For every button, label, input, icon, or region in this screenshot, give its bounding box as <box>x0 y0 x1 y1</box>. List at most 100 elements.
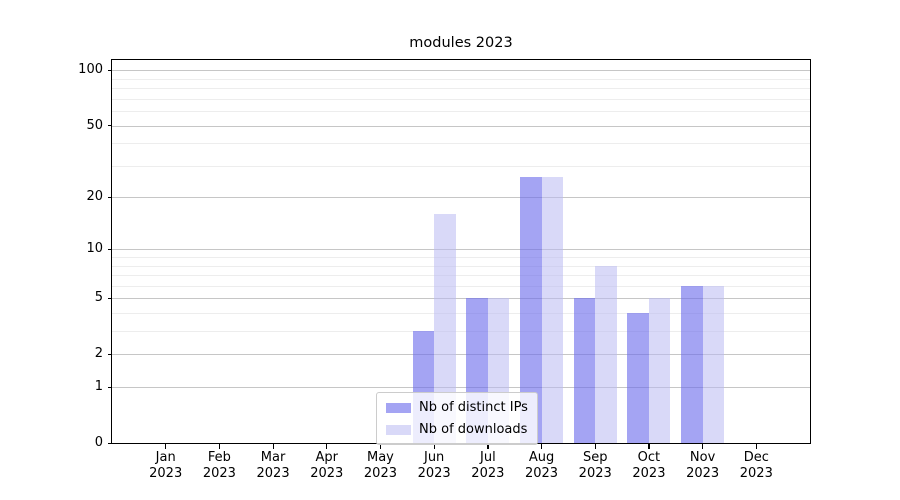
minor-gridline <box>112 275 810 277</box>
chart-title: modules 2023 <box>409 35 513 51</box>
minor-gridline <box>112 265 810 267</box>
x-tick-label-line: 2023 <box>739 466 773 481</box>
x-tick-label-line: Oct <box>637 450 661 465</box>
x-tick-label-line: Dec <box>743 450 769 465</box>
x-tick-label-line: 2023 <box>363 466 397 481</box>
x-tick-label: Sep 2023 <box>567 450 623 482</box>
bar-distinct-ips <box>573 298 596 443</box>
x-tick-label: Jun 2023 <box>406 450 462 482</box>
x-tick-label-line: Jan <box>155 450 176 465</box>
major-gridline <box>112 125 810 127</box>
bar-distinct-ips <box>627 313 649 443</box>
x-tick-label-line: Nov <box>689 450 716 465</box>
x-tick-mark <box>379 444 382 449</box>
major-gridline <box>112 249 810 251</box>
x-tick-label-line: Aug <box>528 450 555 465</box>
x-tick-label-line: 2023 <box>578 466 612 481</box>
y-tick-label: 2 <box>94 346 103 362</box>
plot-area: Nb of distinct IPs Nb of downloads <box>111 59 811 445</box>
x-tick-label: Dec 2023 <box>728 450 784 482</box>
x-tick-label: May 2023 <box>352 450 408 482</box>
y-tick-label: 5 <box>94 290 103 306</box>
x-tick-label: Mar 2023 <box>245 450 301 482</box>
minor-gridline <box>112 285 810 287</box>
minor-gridline <box>112 78 810 80</box>
x-tick-label-line: 2023 <box>256 466 290 481</box>
x-tick-label-line: 2023 <box>202 466 236 481</box>
y-tick-label: 1 <box>94 379 103 395</box>
x-tick-label: Jan 2023 <box>138 450 194 482</box>
x-tick-label-line: 2023 <box>149 466 183 481</box>
x-tick-mark <box>272 444 274 449</box>
x-tick-mark <box>433 444 435 449</box>
minor-gridline <box>112 88 810 90</box>
minor-gridline <box>112 331 810 333</box>
x-tick-mark <box>702 444 704 449</box>
y-tick-mark <box>107 125 112 127</box>
bar-distinct-ips <box>681 285 703 443</box>
y-tick-mark <box>107 69 112 72</box>
x-tick-mark <box>541 444 543 449</box>
legend-entry-downloads: Nb of downloads <box>386 420 528 439</box>
major-gridline <box>112 197 810 199</box>
y-tick-mark <box>107 442 112 444</box>
x-tick-label: Aug 2023 <box>514 450 570 482</box>
major-gridline <box>112 387 810 389</box>
bar-downloads <box>702 285 725 443</box>
bar-distinct-ips <box>520 176 542 443</box>
legend-label-downloads: Nb of downloads <box>419 422 528 437</box>
y-tick-label: 100 <box>78 62 103 78</box>
legend-swatch-distinct-ips <box>386 402 411 413</box>
x-tick-label: Jul 2023 <box>460 450 516 482</box>
x-tick-label: Feb 2023 <box>191 450 247 482</box>
y-tick-label: 20 <box>86 189 103 205</box>
x-tick-mark <box>755 444 757 449</box>
minor-gridline <box>112 313 810 315</box>
major-gridline <box>112 354 810 356</box>
bar-downloads <box>648 298 671 443</box>
x-tick-label-line: Sep <box>582 450 608 465</box>
minor-gridline <box>112 111 810 113</box>
x-tick-label-line: May <box>367 450 394 465</box>
x-tick-label: Apr 2023 <box>299 450 355 482</box>
x-tick-label-line: Jul <box>480 450 496 465</box>
major-gridline <box>112 298 810 300</box>
y-tick-mark <box>107 297 112 300</box>
x-tick-label: Nov 2023 <box>675 450 731 482</box>
major-gridline <box>112 70 810 72</box>
y-tick-mark <box>107 248 112 251</box>
legend-label-distinct-ips: Nb of distinct IPs <box>419 400 528 415</box>
y-tick-label: 10 <box>86 241 103 257</box>
x-tick-label-line: Feb <box>207 450 231 465</box>
x-tick-mark <box>594 444 596 449</box>
x-tick-label-line: 2023 <box>524 466 559 481</box>
minor-gridline <box>112 257 810 259</box>
x-tick-mark <box>218 444 221 449</box>
y-tick-label: 50 <box>86 117 103 133</box>
y-tick-mark <box>107 353 112 355</box>
minor-gridline <box>112 165 810 167</box>
bar-downloads <box>434 214 456 443</box>
x-tick-label-line: 2023 <box>471 466 505 481</box>
bar-downloads <box>595 265 617 443</box>
y-tick-mark <box>107 196 112 198</box>
minor-gridline <box>112 143 810 145</box>
x-tick-mark <box>648 444 650 449</box>
minor-gridline <box>112 98 810 100</box>
x-tick-label: Oct 2023 <box>621 450 677 482</box>
x-tick-label-line: 2023 <box>310 466 344 481</box>
bar-downloads <box>541 176 564 443</box>
y-tick-mark <box>107 386 112 388</box>
legend-swatch-downloads <box>386 424 411 435</box>
x-tick-mark <box>487 444 489 449</box>
x-tick-mark <box>326 444 328 449</box>
x-tick-label-line: Mar <box>260 450 286 465</box>
legend: Nb of distinct IPs Nb of downloads <box>376 392 538 445</box>
x-tick-label-line: Apr <box>315 450 339 465</box>
legend-entry-distinct-ips: Nb of distinct IPs <box>386 398 528 417</box>
x-tick-label-line: 2023 <box>686 466 720 481</box>
x-tick-label-line: 2023 <box>632 466 666 481</box>
x-tick-label-line: 2023 <box>417 466 451 481</box>
y-tick-label: 0 <box>94 435 103 450</box>
